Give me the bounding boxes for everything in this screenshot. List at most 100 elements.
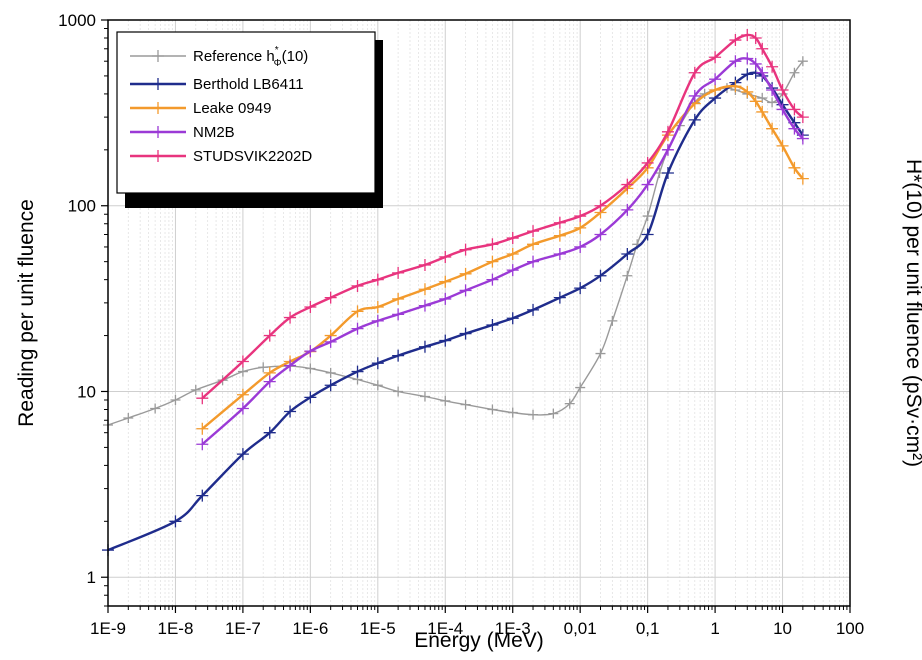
series-point: [459, 267, 472, 280]
series-point: [196, 392, 209, 405]
series-point: [440, 395, 451, 406]
legend-label: STUDSVIK2202D: [193, 148, 312, 165]
series-point: [709, 51, 722, 64]
series-point: [506, 312, 519, 325]
x-tick-label: 1E-4: [427, 619, 463, 638]
series-point: [304, 345, 317, 358]
series-point: [371, 314, 384, 327]
series-point: [237, 366, 248, 377]
y-tick-label: 1: [87, 568, 96, 587]
series-point: [749, 32, 762, 45]
series-point: [661, 143, 674, 156]
series-point: [641, 178, 654, 191]
series-point: [741, 52, 754, 65]
series-point: [371, 301, 384, 314]
series-point: [419, 391, 430, 402]
series-point: [776, 83, 789, 96]
x-axis-title: Energy (MeV): [414, 629, 544, 652]
series-point: [527, 225, 540, 238]
series-point: [506, 232, 519, 245]
series-point: [418, 340, 431, 353]
x-tick-label: 1E-3: [495, 619, 531, 638]
series-4: [196, 29, 809, 405]
series-point: [756, 66, 769, 79]
series-point: [641, 156, 654, 169]
series-point: [766, 60, 779, 73]
series-point: [621, 247, 634, 260]
series-point: [766, 122, 779, 135]
series-point: [460, 399, 471, 410]
series-point: [324, 379, 337, 392]
legend-label: Berthold LB6411: [193, 76, 304, 93]
series-point: [392, 349, 405, 362]
series-point: [621, 203, 634, 216]
series-point: [564, 398, 575, 409]
series-point: [709, 73, 722, 86]
series-point: [797, 56, 808, 67]
x-tick-label: 1E-5: [360, 619, 396, 638]
series-layer: [102, 29, 809, 557]
series-point: [788, 103, 801, 116]
x-tick-label: 10: [773, 619, 792, 638]
x-tick-label: 0,01: [564, 619, 597, 638]
series-point: [486, 273, 499, 286]
series-point: [236, 388, 249, 401]
series-point: [594, 269, 607, 282]
series-point: [776, 103, 789, 116]
series-point: [150, 403, 161, 414]
series-point: [418, 283, 431, 296]
series-point: [190, 384, 201, 395]
series-point: [507, 407, 518, 418]
series-point: [641, 228, 654, 241]
series-point: [741, 85, 754, 98]
series-point: [688, 113, 701, 126]
series-point: [506, 247, 519, 260]
series-point: [196, 438, 209, 451]
series-3: [196, 52, 809, 451]
series-point: [688, 89, 701, 102]
legend-marker: [152, 50, 164, 62]
series-point: [236, 448, 249, 461]
series-point: [324, 291, 337, 304]
series-point: [661, 125, 674, 138]
series-point: [796, 111, 809, 124]
series-point: [553, 229, 566, 242]
series-point: [351, 305, 364, 318]
series-point: [351, 279, 364, 292]
series-point: [741, 68, 754, 81]
series-point: [757, 93, 768, 104]
series-point: [574, 221, 587, 234]
tick-labels: 1E-9 1E-8 1E-7 1E-6 1E-5 1E-4 1E-3 0,01 0,1 1 10 10…: [58, 11, 864, 638]
series-point: [486, 255, 499, 268]
series-point: [553, 291, 566, 304]
series-point: [486, 319, 499, 332]
series-point: [729, 80, 742, 93]
legend-label: Leake 0949: [193, 100, 271, 117]
series-point: [371, 273, 384, 286]
series-point: [527, 303, 540, 316]
legend-marker: [152, 126, 164, 138]
series-point: [392, 308, 405, 321]
series-point: [284, 359, 297, 372]
y-axis-title: Reading per unit fluence: [15, 199, 38, 427]
series-point: [574, 210, 587, 223]
series-point: [459, 284, 472, 297]
series-point: [263, 426, 276, 439]
series-point: [788, 161, 801, 174]
series-point: [776, 139, 789, 152]
series-point: [553, 247, 566, 260]
series-point: [594, 199, 607, 212]
series-point: [548, 408, 559, 419]
series-point: [169, 515, 182, 528]
series-2: [196, 80, 809, 435]
series-point: [749, 57, 762, 70]
series-point: [574, 282, 587, 295]
legend-label: NM2B: [193, 124, 235, 141]
series-point: [392, 266, 405, 279]
series-point: [305, 363, 316, 374]
series-point: [527, 238, 540, 251]
series-point: [324, 335, 337, 348]
series-point: [351, 365, 364, 378]
legend-item-3: NM2B: [130, 124, 235, 141]
series-point: [767, 97, 778, 108]
